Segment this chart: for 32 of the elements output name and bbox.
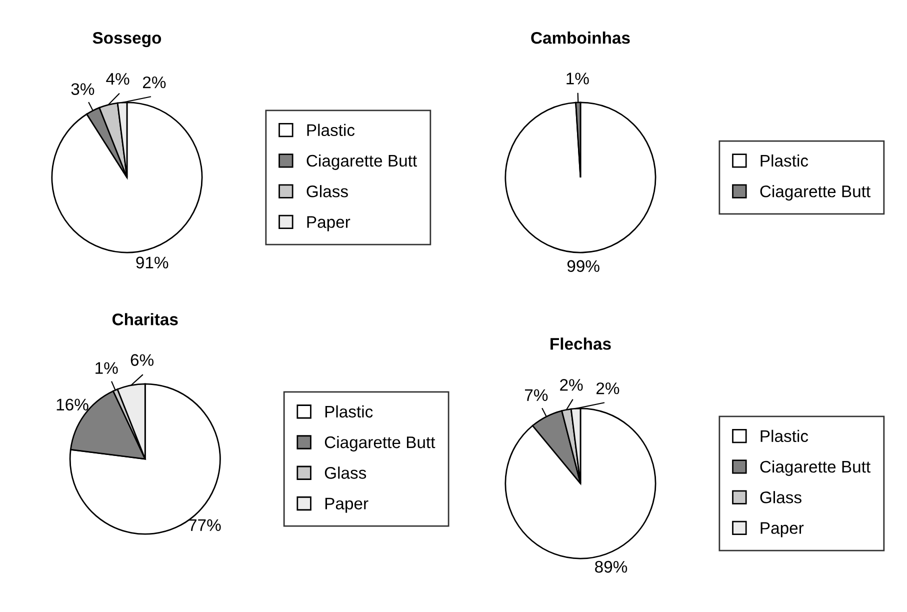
chart-title: Camboinhas	[531, 32, 630, 44]
data-label: 99%	[567, 260, 600, 272]
data-label: 6%	[130, 354, 154, 366]
data-label: 77%	[188, 519, 221, 531]
legend-label: Paper	[760, 522, 804, 538]
data-label: 7%	[524, 389, 548, 401]
data-label: 91%	[136, 256, 168, 268]
data-label: 1%	[96, 362, 118, 374]
legend-label: Plastic	[760, 430, 808, 442]
legend-label: Plastic	[307, 124, 355, 136]
legend-label: Glass	[760, 491, 802, 504]
chart-title: Sossego	[92, 32, 162, 48]
legend-label: Plastic	[760, 154, 808, 167]
data-label: 89%	[595, 560, 628, 573]
legend-label: Paper	[307, 216, 350, 232]
data-label: 3%	[71, 83, 94, 96]
legend-label: Ciagarette Butt	[324, 436, 436, 452]
legend-label: Glass	[306, 185, 348, 198]
data-label: 1%	[566, 72, 589, 84]
data-label: 2%	[560, 379, 583, 391]
data-label: 16%	[56, 398, 88, 411]
legend-label: Plastic	[325, 405, 373, 418]
chart-title: Flechas	[550, 338, 611, 350]
data-label: 4%	[106, 73, 130, 85]
legend-label: Ciagarette Butt	[760, 460, 870, 476]
data-label: 2%	[143, 76, 166, 88]
legend-label: Ciagarette Butt	[306, 154, 417, 170]
data-label: 2%	[596, 382, 620, 394]
legend-label: Paper	[325, 498, 368, 513]
chart-title: Charitas	[112, 313, 178, 326]
legend-label: Ciagarette Butt	[760, 185, 870, 201]
legend-label: Glass	[324, 466, 366, 479]
